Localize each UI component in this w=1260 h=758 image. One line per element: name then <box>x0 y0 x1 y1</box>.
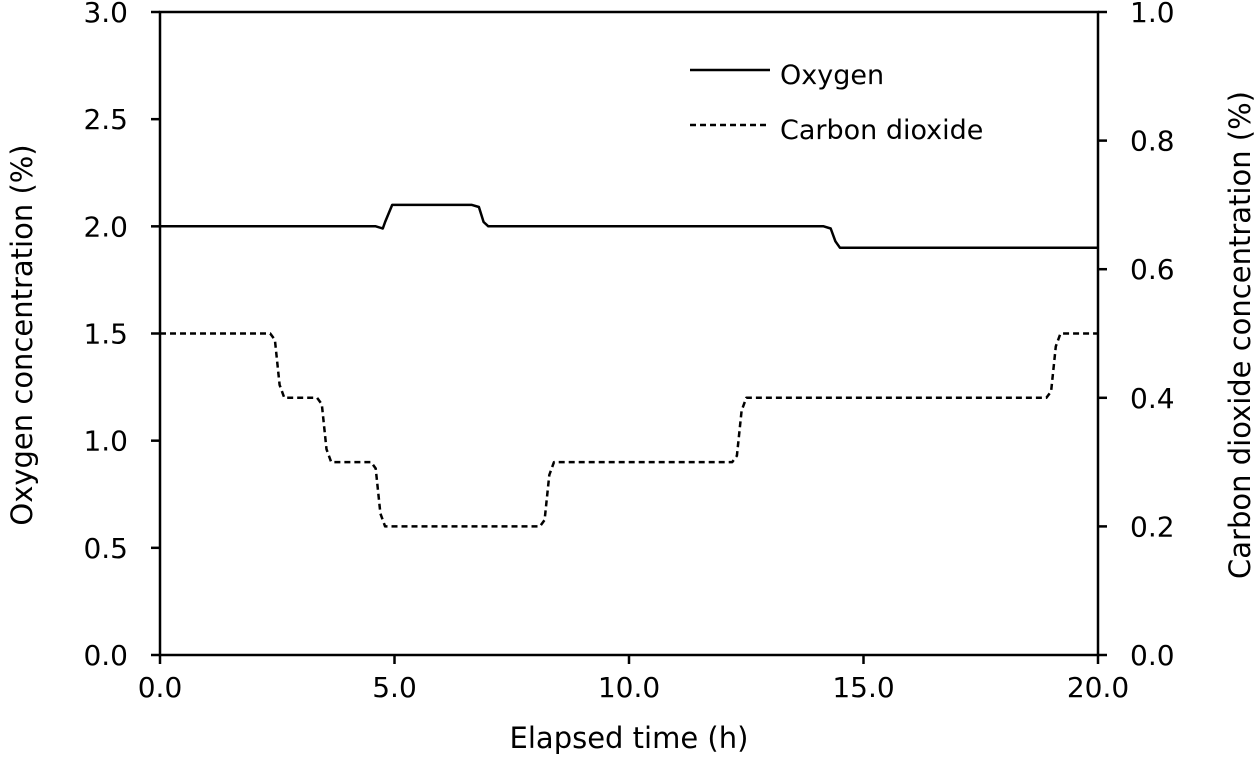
legend: Oxygen Carbon dioxide <box>690 60 983 146</box>
y2-tick-label: 0.8 <box>1130 125 1175 158</box>
tick-labels: 0.0 5.0 10.0 15.0 20.00.00.51.01.52.02.53.00… <box>83 0 1174 704</box>
x-tick-label: 5.0 <box>372 671 417 704</box>
x-tick-label: 10.0 <box>598 671 660 704</box>
y2-tick-label: 1.0 <box>1130 0 1175 29</box>
y-tick-label: 1.5 <box>83 318 128 351</box>
legend-label-oxygen: Oxygen <box>780 60 884 91</box>
tick-marks <box>151 10 1107 664</box>
x-tick-label: 0.0 <box>138 671 183 704</box>
x-tick-label: 15.0 <box>832 671 894 704</box>
x-axis-title: Elapsed time (h) <box>510 721 749 755</box>
y-tick-label: 2.5 <box>83 103 128 136</box>
y-tick-label: 2.0 <box>83 210 128 243</box>
y-tick-label: 0.5 <box>83 532 128 565</box>
y-tick-label: 0.0 <box>83 639 128 672</box>
y-tick-label: 3.0 <box>83 0 128 29</box>
series-line-oxygen <box>160 203 1098 250</box>
y2-tick-label: 0.2 <box>1130 510 1175 543</box>
data-series <box>160 203 1098 528</box>
y2-tick-label: 0.6 <box>1130 253 1175 286</box>
y2-tick-label: 0.0 <box>1130 639 1175 672</box>
y2-axis-title: Carbon dioxide concentration (%) <box>1223 91 1257 579</box>
y-tick-label: 1.0 <box>83 425 128 458</box>
series-line-carbon-dioxide <box>160 332 1098 528</box>
y2-tick-label: 0.4 <box>1130 382 1175 415</box>
x-tick-label: 20.0 <box>1067 671 1129 704</box>
y-axis-title: Oxygen concentration (%) <box>5 144 39 525</box>
legend-label-carbon-dioxide: Carbon dioxide <box>780 115 983 146</box>
plot-frame <box>158 10 1100 657</box>
